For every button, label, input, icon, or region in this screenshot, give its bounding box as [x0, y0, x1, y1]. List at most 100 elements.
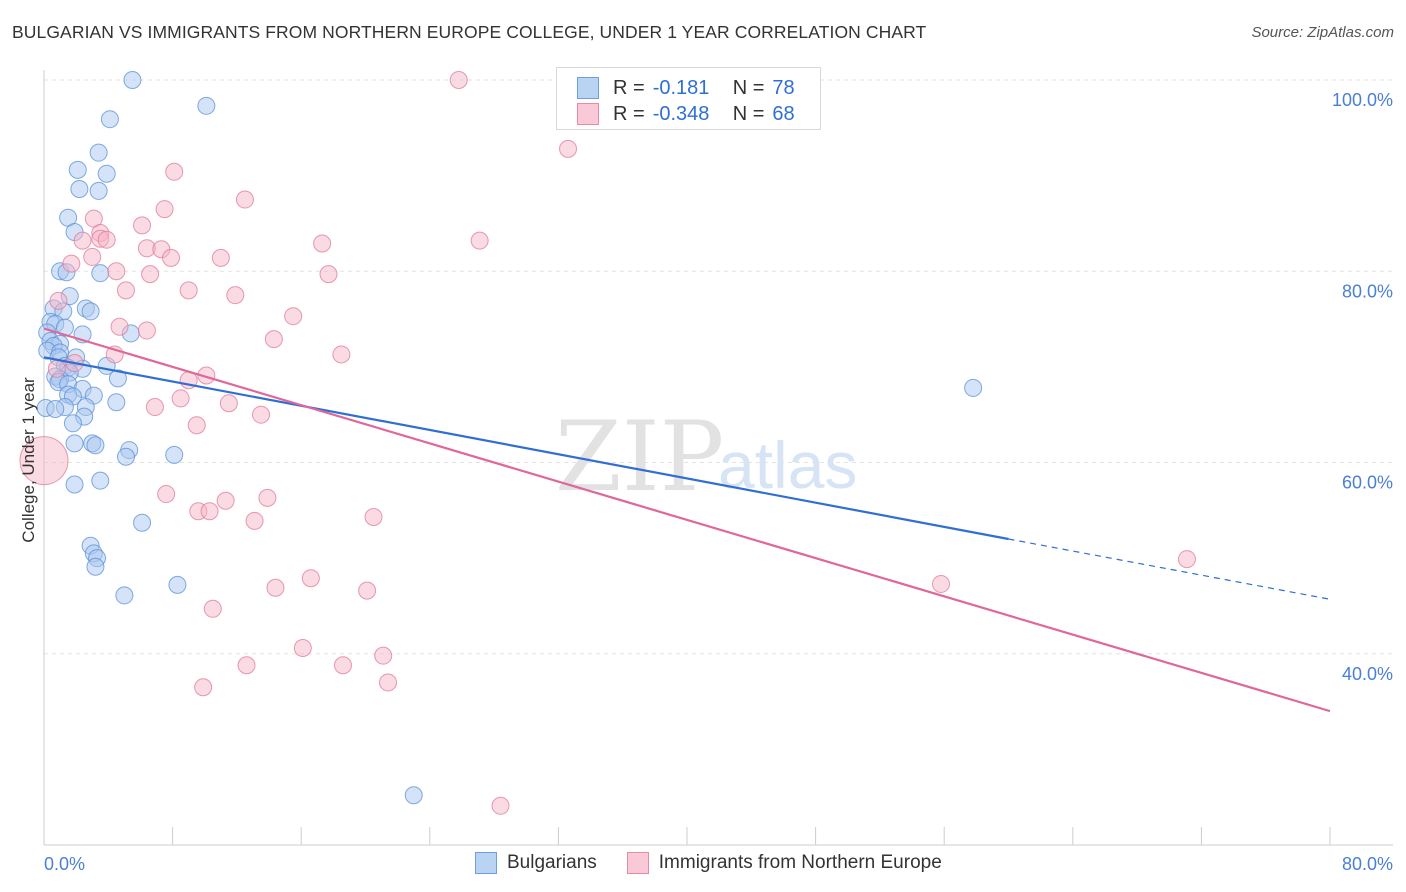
point-bulgarians: [168, 575, 187, 594]
legend-row-immigrants: R = -0.348 N = 68: [577, 102, 795, 126]
y-tick-label: 40.0%: [1342, 664, 1393, 684]
point-immigrants: [83, 247, 102, 266]
point-immigrants: [155, 200, 174, 219]
point-bulgarians: [133, 513, 152, 532]
point-bulgarians: [91, 264, 110, 283]
watermark-zip: ZIP: [555, 401, 724, 513]
point-immigrants: [110, 317, 129, 336]
point-immigrants: [301, 569, 320, 588]
point-immigrants: [47, 359, 66, 378]
point-immigrants: [116, 281, 135, 300]
point-immigrants: [491, 796, 510, 815]
point-immigrants: [258, 488, 277, 507]
point-immigrants: [264, 330, 283, 349]
point-immigrants: [171, 389, 190, 408]
n-value: 68: [772, 102, 795, 125]
point-bulgarians: [107, 393, 126, 412]
point-bulgarians: [46, 399, 65, 418]
point-bulgarians: [89, 181, 108, 200]
point-bulgarians: [63, 414, 82, 433]
trend-lines: [43, 327, 1331, 713]
point-bulgarians: [86, 436, 105, 455]
point-immigrants: [470, 231, 489, 250]
point-immigrants: [211, 248, 230, 267]
watermark-atlas: atlas: [718, 428, 857, 502]
point-immigrants: [266, 578, 285, 597]
legend-label: Immigrants from Northern Europe: [658, 852, 942, 873]
point-immigrants: [449, 71, 468, 89]
point-immigrants: [319, 265, 338, 284]
point-immigrants: [49, 291, 68, 310]
point-bulgarians: [116, 447, 135, 466]
point-immigrants: [179, 281, 198, 300]
legend-item-bulgarians[interactable]: Bulgarians: [475, 852, 597, 874]
point-immigrants: [374, 646, 393, 665]
point-immigrants: [226, 286, 245, 305]
point-immigrants: [235, 190, 254, 209]
point-bulgarians: [197, 96, 216, 115]
grid-lines: [44, 79, 1393, 655]
blue-swatch: [577, 77, 599, 99]
point-bulgarians: [55, 318, 74, 337]
point-immigrants: [141, 265, 160, 284]
point-immigrants: [133, 216, 152, 235]
point-immigrants: [379, 673, 398, 692]
point-immigrants: [245, 511, 264, 530]
r-label: R =: [613, 102, 645, 125]
point-bulgarians: [964, 378, 983, 397]
n-value: 78: [772, 76, 795, 99]
trend-line-bulgarians: [43, 356, 1009, 541]
x-tick-label: 80.0%: [1342, 854, 1393, 874]
r-value: -0.348: [652, 102, 710, 125]
point-bulgarians: [123, 71, 142, 89]
point-bulgarians: [108, 369, 127, 388]
y-tick-label: 60.0%: [1342, 473, 1393, 493]
point-immigrants: [216, 491, 235, 510]
point-bulgarians: [65, 434, 84, 453]
point-immigrants: [19, 436, 69, 486]
blue-swatch: [475, 852, 497, 874]
point-immigrants: [284, 307, 303, 326]
legend-item-immigrants[interactable]: Immigrants from Northern Europe: [626, 852, 942, 874]
y-tick-label: 100.0%: [1332, 90, 1393, 110]
r-value: -0.181: [652, 76, 710, 99]
legend-row-bulgarians: R = -0.181 N = 78: [577, 76, 795, 100]
point-bulgarians: [91, 471, 110, 490]
point-immigrants: [145, 398, 164, 417]
y-axis-label: College, Under 1 year: [19, 377, 38, 543]
point-bulgarians: [70, 180, 89, 199]
point-immigrants: [559, 139, 578, 158]
trend-line-immigrants: [43, 327, 1331, 713]
point-bulgarians: [81, 302, 100, 321]
point-immigrants: [161, 248, 180, 267]
pink-swatch: [577, 103, 599, 125]
watermark: ZIP atlas: [555, 401, 857, 513]
point-bulgarians: [65, 475, 84, 494]
n-label: N =: [732, 102, 765, 125]
x-tick-label: 0.0%: [44, 854, 85, 874]
series-legend: Bulgarians Immigrants from Northern Euro…: [475, 852, 972, 874]
point-immigrants: [333, 656, 352, 675]
point-immigrants: [165, 162, 184, 181]
point-immigrants: [237, 656, 256, 675]
point-immigrants: [73, 231, 92, 250]
data-points: [19, 71, 1196, 815]
point-immigrants: [187, 416, 206, 435]
point-bulgarians: [86, 557, 105, 576]
point-immigrants: [1177, 550, 1196, 569]
point-immigrants: [200, 502, 219, 521]
point-bulgarians: [100, 110, 119, 129]
y-tick-label: 80.0%: [1342, 281, 1393, 301]
point-immigrants: [358, 581, 377, 600]
r-label: R =: [613, 76, 645, 99]
point-immigrants: [364, 508, 383, 527]
point-bulgarians: [68, 160, 87, 179]
point-immigrants: [332, 345, 351, 364]
chart-title: BULGARIAN VS IMMIGRANTS FROM NORTHERN EU…: [12, 22, 927, 42]
point-immigrants: [313, 234, 332, 253]
correlation-legend: R = -0.181 N = 78 R = -0.348 N = 68: [556, 67, 821, 130]
n-label: N =: [732, 76, 765, 99]
point-immigrants: [194, 678, 213, 697]
point-immigrants: [931, 574, 950, 593]
